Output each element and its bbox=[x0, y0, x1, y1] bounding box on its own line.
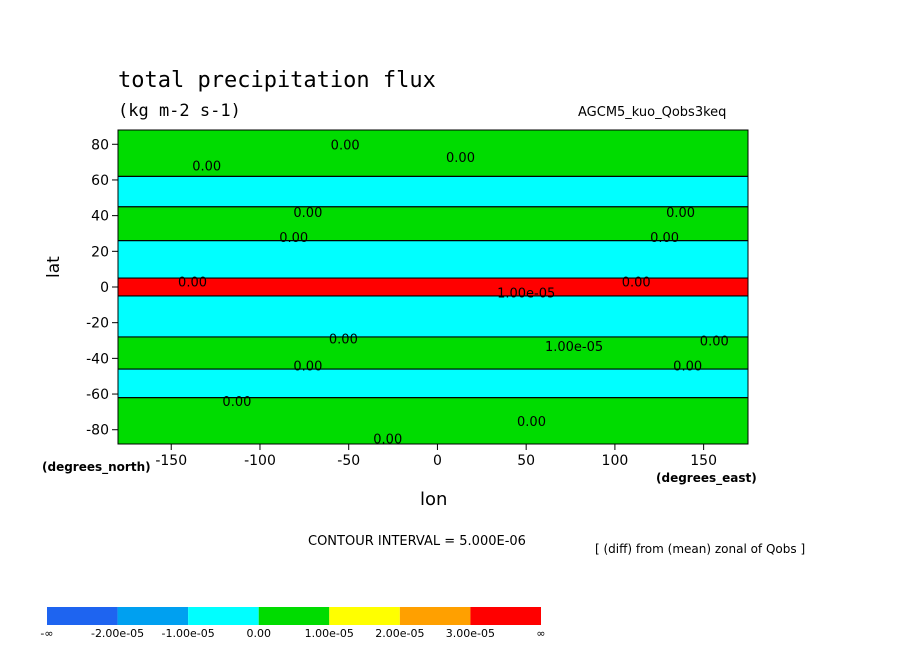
contour-label: 0.00 bbox=[666, 206, 695, 221]
x-tick-label: 150 bbox=[690, 453, 717, 469]
contour-label: 0.00 bbox=[222, 395, 251, 410]
y-tick-label: 40 bbox=[91, 209, 109, 225]
contour-label: 0.00 bbox=[329, 333, 358, 348]
legend-label: 3.00e-05 bbox=[446, 627, 495, 640]
x-tick-label: -50 bbox=[337, 453, 360, 469]
y-tick-label: -60 bbox=[86, 387, 109, 403]
contour-label: 0.00 bbox=[373, 433, 402, 448]
x-tick-label: -150 bbox=[155, 453, 187, 469]
y-tick-label: 80 bbox=[91, 137, 109, 153]
y-tick-label: 60 bbox=[91, 173, 109, 189]
zonal-band-1 bbox=[118, 176, 748, 207]
zonal-band-3 bbox=[118, 240, 748, 279]
contour-label: 0.00 bbox=[293, 360, 322, 375]
legend-swatch bbox=[329, 607, 400, 625]
x-tick-label: 100 bbox=[602, 453, 629, 469]
legend-label: ∞ bbox=[536, 627, 545, 640]
contour-label: 1.00e-05 bbox=[545, 340, 603, 355]
legend-swatch bbox=[399, 607, 471, 625]
legend-swatch bbox=[258, 607, 330, 625]
y-tick-label: -80 bbox=[86, 423, 109, 439]
contour-label: 0.00 bbox=[192, 160, 221, 175]
contour-label: 0.00 bbox=[279, 231, 308, 246]
contour-label: 0.00 bbox=[331, 138, 360, 153]
y-tick-label: 20 bbox=[91, 244, 109, 260]
legend-label: 1.00e-05 bbox=[305, 627, 354, 640]
y-tick-label: -20 bbox=[86, 316, 109, 332]
dataset-label: AGCM5_kuo_Qobs3keq bbox=[578, 105, 727, 120]
zonal-band-4 bbox=[118, 278, 748, 296]
y-tick-label: -40 bbox=[86, 351, 109, 367]
zonal-band-5 bbox=[118, 295, 748, 337]
zonal-band-7 bbox=[118, 369, 748, 398]
y-unit-label: (degrees_north) bbox=[42, 460, 151, 474]
contour-label: 0.00 bbox=[178, 276, 207, 291]
x-tick-label: -100 bbox=[244, 453, 276, 469]
legend-swatch bbox=[188, 607, 259, 625]
contour-label: 0.00 bbox=[446, 151, 475, 166]
y-tick-label: 0 bbox=[100, 280, 109, 296]
x-tick-label: 0 bbox=[433, 453, 442, 469]
chart-units: (kg m-2 s-1) bbox=[118, 101, 241, 121]
legend-label: 0.00 bbox=[246, 627, 271, 640]
contour-label: 0.00 bbox=[673, 360, 702, 375]
x-unit-label: (degrees_east) bbox=[656, 471, 757, 485]
x-tick-label: 50 bbox=[517, 453, 535, 469]
legend-label: -1.00e-05 bbox=[162, 627, 215, 640]
contour-interval: CONTOUR INTERVAL = 5.000E-06 bbox=[308, 534, 526, 549]
legend-label: -2.00e-05 bbox=[91, 627, 144, 640]
contour-label: 1.00e-05 bbox=[497, 286, 555, 301]
diff-note: [ (diff) from (mean) zonal of Qobs ] bbox=[595, 542, 806, 556]
chart-title: total precipitation flux bbox=[118, 68, 436, 93]
contour-label: 0.00 bbox=[622, 276, 651, 291]
legend-swatch bbox=[470, 607, 541, 625]
x-axis-label: lon bbox=[420, 489, 448, 510]
zonal-band-0 bbox=[118, 130, 748, 177]
contour-label: 0.00 bbox=[650, 231, 679, 246]
legend-swatch bbox=[117, 607, 189, 625]
legend-swatch bbox=[47, 607, 118, 625]
zonal-band-6 bbox=[118, 336, 748, 370]
contour-label: 0.00 bbox=[700, 335, 729, 350]
contour-label: 0.00 bbox=[517, 415, 546, 430]
legend-label: 2.00e-05 bbox=[375, 627, 424, 640]
zonal-band-2 bbox=[118, 206, 748, 241]
contour-label: 0.00 bbox=[293, 206, 322, 221]
legend-label: -∞ bbox=[40, 627, 53, 640]
zonal-band-8 bbox=[118, 397, 748, 444]
